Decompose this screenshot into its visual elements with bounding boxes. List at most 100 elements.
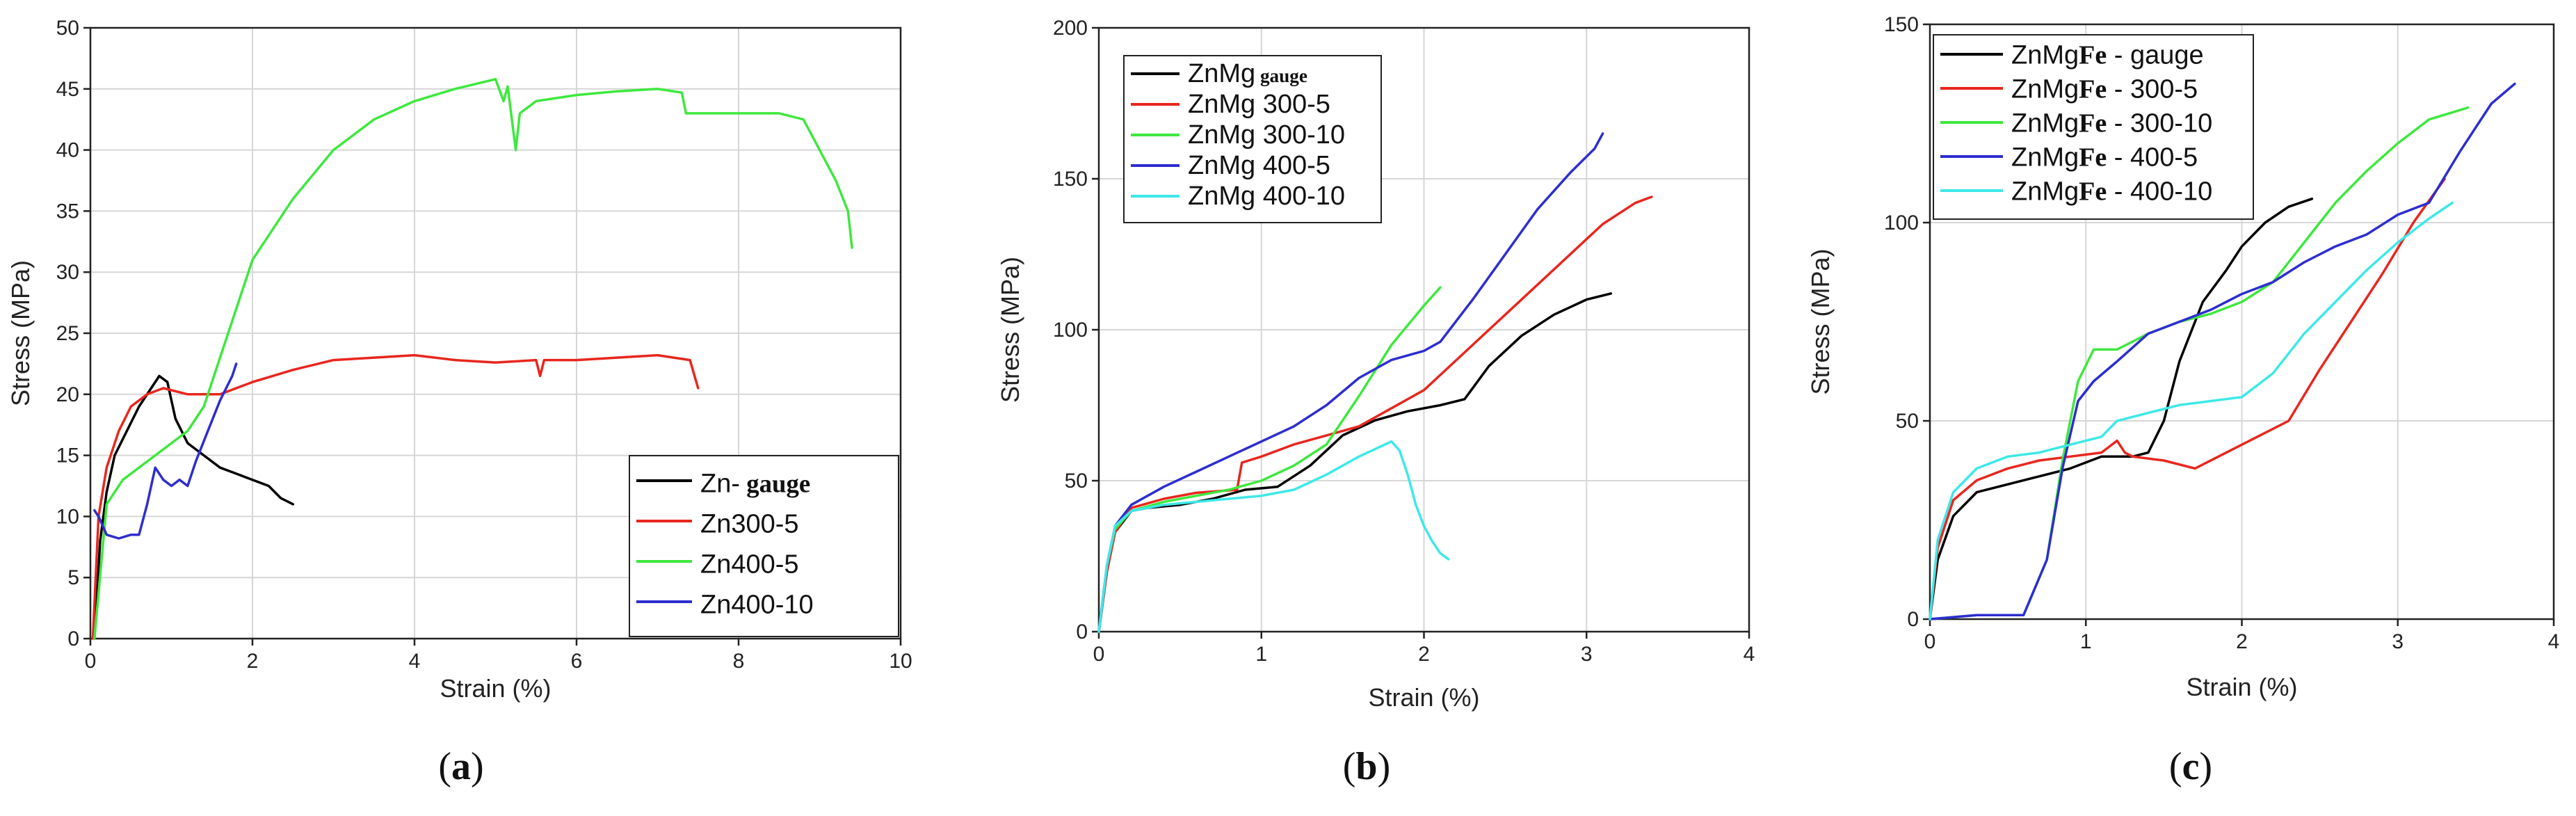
- legend-prefix: ZnMg: [1188, 120, 1255, 150]
- y-tick-label: 50: [1065, 470, 1088, 493]
- x-tick-label: 3: [1581, 643, 1593, 666]
- panel-label-close: ): [1378, 745, 1391, 788]
- series-line-znmg-400-5: [1097, 132, 1604, 633]
- panel-label: (a): [438, 745, 483, 788]
- legend-prefix: ZnMg: [1188, 182, 1255, 211]
- y-tick-label: 150: [1053, 168, 1088, 191]
- legend-entry: ZnMg gauge: [1188, 59, 1307, 88]
- y-tick-label: 0: [1076, 621, 1088, 643]
- legend-entry: Zn400-5: [700, 550, 799, 579]
- x-tick-label: 4: [2548, 630, 2560, 653]
- legend-suffix: - 300-10: [2107, 109, 2212, 138]
- panel-label: (b): [1343, 745, 1390, 788]
- legend-suffix: - gauge: [2107, 41, 2203, 70]
- x-tick-label: 1: [1255, 643, 1267, 666]
- series-line-zn300-5: [91, 353, 700, 640]
- series-line-znmg-gauge: [1097, 292, 1613, 633]
- legend-entry: ZnMg 400-10: [1188, 182, 1345, 211]
- series-line-zn400-5: [93, 78, 853, 640]
- x-tick-label: 6: [571, 650, 583, 673]
- y-tick-label: 0: [67, 627, 79, 650]
- panel-label-letter: a: [451, 745, 471, 788]
- legend-prefix: Zn-: [700, 470, 740, 499]
- y-axis-title: Stress (MPa): [6, 260, 35, 406]
- legend-box: [629, 455, 899, 637]
- x-tick-label: 3: [2392, 630, 2404, 653]
- legend-prefix: Zn400-5: [700, 550, 799, 579]
- y-tick-label: 45: [56, 78, 79, 101]
- legend-suffix: - 400-5: [2107, 143, 2198, 173]
- y-tick-label: 50: [1896, 410, 1919, 433]
- legend-entry: Zn- gauge: [700, 470, 810, 499]
- legend-entry: Zn400-10: [700, 591, 814, 620]
- y-tick-label: 150: [1884, 13, 1919, 36]
- panel-label: (c): [2169, 745, 2212, 788]
- series-line-zn400-10: [93, 362, 238, 540]
- legend-prefix: ZnMg: [2011, 109, 2079, 138]
- panel-label-close: ): [2199, 745, 2212, 788]
- legend-mid: Fe: [2079, 177, 2107, 207]
- legend-suffix: gauge: [1255, 65, 1307, 86]
- x-tick-label: 0: [85, 650, 97, 673]
- legend-suffix: - 400-10: [2107, 177, 2212, 207]
- legend-suffix: - 300-5: [2107, 75, 2198, 104]
- series-line-znmgfe-400-10: [1929, 201, 2454, 621]
- legend-prefix: ZnMg: [1188, 90, 1255, 119]
- legend-entry: ZnMgFe - gauge: [2011, 41, 2204, 70]
- legend-entry: Zn300-5: [700, 510, 799, 539]
- x-tick-label: 2: [1418, 643, 1430, 666]
- y-tick-label: 30: [56, 261, 79, 284]
- x-axis-title: Strain (%): [1368, 683, 1479, 712]
- series-line-znmgfe-400-5: [1929, 82, 2516, 621]
- x-tick-label: 0: [1924, 630, 1936, 653]
- legend-prefix: Zn400-10: [700, 591, 814, 620]
- legend-entry: ZnMgFe - 300-10: [2011, 109, 2212, 138]
- legend-prefix: ZnMg: [2011, 75, 2079, 104]
- series-line-znmg-300-10: [1097, 286, 1442, 633]
- y-axis-title: Stress (MPa): [996, 257, 1024, 403]
- y-tick-label: 15: [56, 445, 79, 467]
- y-tick-label: 100: [1884, 211, 1919, 234]
- x-tick-label: 2: [2236, 630, 2248, 653]
- legend-entry: ZnMg 300-10: [1188, 120, 1345, 150]
- legend-suffix: 300-10: [1255, 120, 1345, 150]
- legend-box: [1933, 34, 2254, 220]
- legend-prefix: ZnMg: [1188, 151, 1255, 180]
- y-tick-label: 10: [56, 505, 79, 528]
- y-axis-title: Stress (MPa): [1806, 248, 1835, 394]
- legend-entry: ZnMg 400-5: [1188, 151, 1330, 180]
- y-tick-label: 200: [1053, 17, 1088, 40]
- x-tick-label: 4: [409, 650, 421, 673]
- x-tick-label: 10: [889, 650, 912, 673]
- series-line-znmg-400-10: [1097, 440, 1450, 633]
- y-tick-label: 25: [56, 322, 79, 345]
- legend-entry: ZnMgFe - 400-10: [2011, 177, 2212, 207]
- legend-entry: ZnMgFe - 400-5: [2011, 143, 2198, 173]
- y-tick-label: 50: [56, 17, 79, 40]
- panel-label-letter: b: [1355, 745, 1377, 788]
- legend-prefix: ZnMg: [1188, 59, 1255, 88]
- y-tick-label: 20: [56, 383, 79, 406]
- series-line-znmgfe-300-5: [1929, 177, 2446, 621]
- x-tick-label: 1: [2080, 630, 2092, 653]
- legend-prefix: ZnMg: [2011, 177, 2079, 207]
- y-tick-label: 35: [56, 200, 79, 223]
- legend-prefix: ZnMg: [2011, 143, 2079, 173]
- x-tick-label: 2: [247, 650, 259, 673]
- series-line-zn-gauge: [93, 374, 295, 640]
- panel-label-close: ): [471, 745, 484, 788]
- panel-b: 0 1 2 3 4 0 50 100 150 200 Strain (%) Stress (MPa) Z…: [996, 17, 1755, 788]
- legend-prefix: ZnMg: [2011, 41, 2079, 70]
- x-tick-label: 0: [1093, 643, 1105, 666]
- panel-c: 0 1 2 3 4 0 50 100 150 Strain (%) Stress (MPa) ZnMg…: [1806, 13, 2559, 788]
- panel-a: 0 2 4 6 8 10 0 5 10 15 20 25 30 35 40 45 50 Strain (%) Str…: [6, 17, 912, 788]
- legend-suffix: 400-5: [1255, 151, 1330, 180]
- legend-entry: ZnMgFe - 300-5: [2011, 75, 2198, 104]
- panel-label-open: (: [2169, 745, 2182, 788]
- x-tick-label: 8: [733, 650, 745, 673]
- legend-prefix: Zn300-5: [700, 510, 799, 539]
- panel-label-open: (: [1343, 745, 1356, 788]
- y-tick-label: 0: [1907, 608, 1919, 631]
- panel-label-open: (: [438, 745, 451, 788]
